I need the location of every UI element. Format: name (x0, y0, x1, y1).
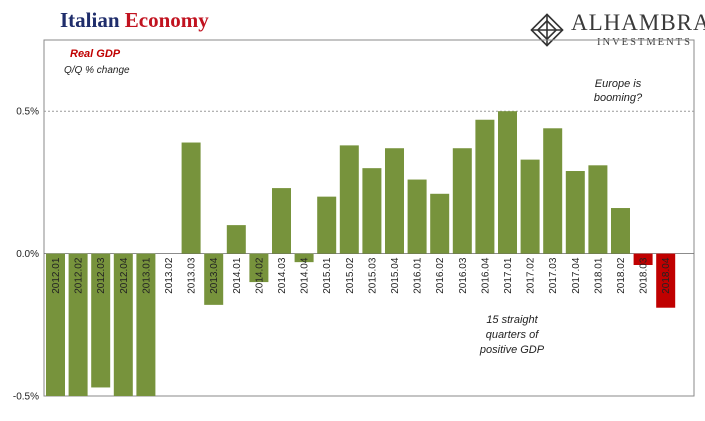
chart-subtitle: Q/Q % change (64, 65, 130, 76)
category-label-2016.03: 2016.03 (458, 257, 469, 294)
bar-2013.04 (204, 253, 224, 305)
alhambra-logo: ALHAMBRA INVESTMENTS (527, 8, 705, 52)
category-label-2012.03: 2012.03 (96, 257, 107, 294)
annotation-europe-line1: Europe is (595, 78, 642, 90)
category-label-2013.01: 2013.01 (141, 257, 152, 294)
category-label-2014.04: 2014.04 (300, 257, 311, 294)
category-label-2017.04: 2017.04 (571, 257, 582, 294)
bar-2016.04 (475, 119, 495, 254)
category-label-2012.02: 2012.02 (74, 257, 85, 294)
y-tick-label: -0.5% (13, 392, 39, 403)
category-label-2014.03: 2014.03 (277, 257, 288, 294)
category-label-2015.01: 2015.01 (322, 257, 333, 294)
bar-2018.03 (633, 253, 653, 265)
category-label-2017.02: 2017.02 (526, 257, 537, 294)
title-word-economy: Economy (124, 8, 209, 32)
category-label-2015.02: 2015.02 (345, 257, 356, 294)
category-label-2016.04: 2016.04 (480, 257, 491, 294)
bar-2012.04 (113, 253, 133, 396)
category-label-2015.04: 2015.04 (390, 257, 401, 294)
bar-2013.01 (136, 253, 156, 396)
bar-2012.01 (46, 253, 65, 396)
chart-title: Real GDP (70, 48, 121, 60)
annotation-streak-line1: 15 straight (486, 314, 538, 326)
category-label-2017.03: 2017.03 (548, 257, 559, 294)
bar-2012.03 (91, 253, 111, 388)
bar-2018.02 (611, 208, 630, 254)
title-word-italian: Italian (60, 8, 120, 32)
category-label-2013.02: 2013.02 (164, 257, 175, 294)
bar-2015.02 (339, 145, 359, 254)
brand-name: ALHAMBRA (571, 10, 705, 35)
bar-2015.04 (385, 148, 404, 254)
category-label-2017.01: 2017.01 (503, 257, 514, 294)
bar-2012.02 (68, 253, 88, 396)
bar-2015.01 (317, 196, 337, 254)
annotation-streak-line3: positive GDP (479, 344, 545, 356)
plot-frame (43, 39, 695, 397)
bar-2016.01 (407, 179, 427, 254)
bar-2016.02 (430, 193, 450, 254)
bar-2014.04 (294, 253, 314, 263)
category-label-2016.01: 2016.01 (413, 257, 424, 294)
y-tick-label: 0.5% (16, 107, 39, 118)
category-label-2018.02: 2018.02 (616, 257, 627, 294)
bar-2014.03 (272, 188, 291, 254)
category-label-2013.03: 2013.03 (187, 257, 198, 294)
category-label-2012.01: 2012.01 (51, 257, 62, 294)
diamond-lattice-icon (530, 13, 564, 47)
bar-2017.01 (498, 111, 517, 254)
page-title: Italian Economy (60, 8, 209, 33)
bar-2017.04 (565, 171, 585, 254)
category-label-2015.03: 2015.03 (367, 257, 378, 294)
annotation-streak-line2: quarters of (486, 329, 540, 341)
annotation-europe-line2: booming? (594, 92, 643, 104)
bar-2014.01 (226, 225, 246, 254)
bar-2017.03 (543, 128, 563, 254)
bar-2017.02 (520, 159, 540, 254)
category-label-2018.03: 2018.03 (639, 257, 650, 294)
bar-2016.03 (452, 148, 472, 254)
y-tick-label: 0.0% (16, 249, 39, 260)
bar-2014.02 (249, 253, 269, 283)
category-label-2013.04: 2013.04 (209, 257, 220, 294)
brand-subtitle: INVESTMENTS (597, 37, 692, 48)
category-label-2018.04: 2018.04 (661, 257, 672, 294)
category-label-2012.04: 2012.04 (119, 257, 130, 294)
category-label-2018.01: 2018.01 (593, 257, 604, 294)
category-label-2014.02: 2014.02 (254, 257, 265, 294)
bar-2018.01 (588, 165, 608, 254)
bar-2018.04 (656, 253, 676, 308)
category-label-2014.01: 2014.01 (232, 257, 243, 294)
category-label-2016.02: 2016.02 (435, 257, 446, 294)
bar-2013.03 (181, 142, 201, 254)
bar-2015.03 (362, 168, 382, 254)
